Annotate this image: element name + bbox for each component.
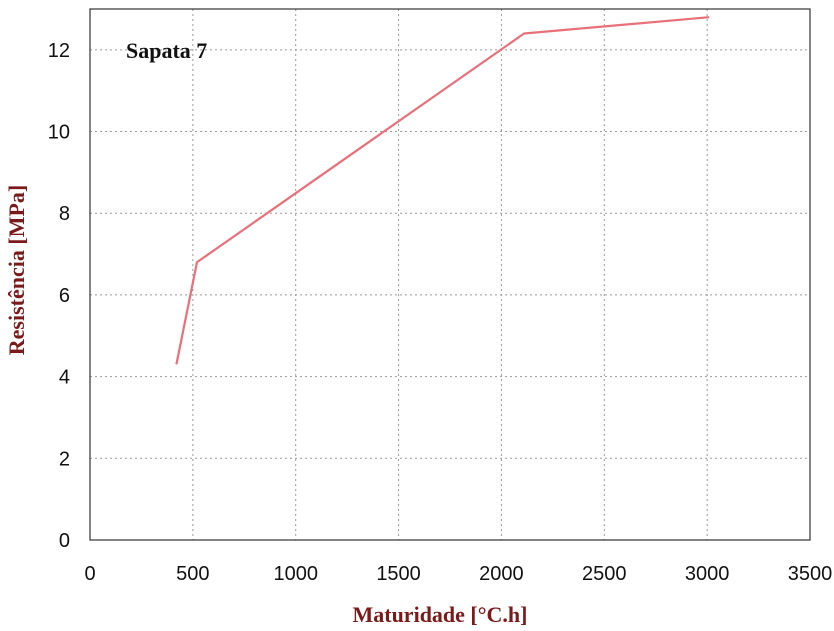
series-line [175, 16, 710, 365]
x-tick-label: 1500 [376, 563, 421, 585]
x-tick-label: 1000 [273, 563, 318, 585]
series-layer [175, 16, 710, 365]
y-tick-label: 12 [48, 40, 70, 62]
x-tick-label: 3500 [788, 563, 833, 585]
y-tick-label: 4 [59, 367, 70, 389]
x-tick-label: 500 [176, 563, 209, 585]
y-tick-label: 8 [59, 203, 70, 225]
x-tick-labels: 0 500 1000 1500 2000 2500 3000 3500 [84, 563, 832, 585]
y-tick-label: 0 [59, 530, 70, 552]
y-tick-labels: 0 2 4 6 8 10 12 [48, 40, 70, 552]
plot-frame [89, 8, 811, 541]
x-axis-title: Maturidade [°C.h] [352, 602, 527, 627]
x-tick-label: 2000 [479, 563, 524, 585]
x-tick-label: 2500 [582, 563, 627, 585]
chart-annotation: Sapata 7 [126, 38, 207, 63]
y-tick-label: 2 [59, 448, 70, 470]
y-tick-label: 10 [48, 122, 70, 144]
y-tick-label: 6 [59, 285, 70, 307]
x-tick-label: 3000 [685, 563, 730, 585]
x-tick-label: 0 [84, 563, 95, 585]
y-axis-title: Resistência [MPa] [4, 185, 29, 355]
grid [90, 9, 810, 540]
